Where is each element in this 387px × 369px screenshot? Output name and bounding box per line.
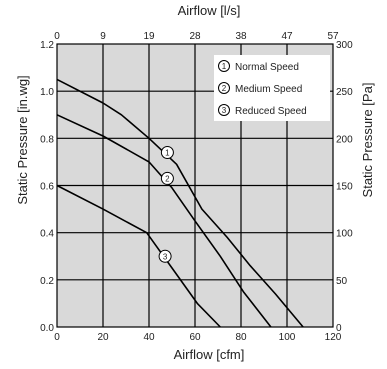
y-left-tick-label: 0.2 (40, 276, 54, 287)
y-right-tick-label: 0 (336, 323, 342, 334)
y-axis-left-title: Static Pressure [in.wg] (15, 75, 30, 204)
legend-box (214, 55, 330, 121)
curve-line-3 (56, 184, 221, 328)
y-left-tick-label: 1.0 (40, 87, 54, 98)
legend-marker (218, 104, 230, 116)
curve-marker-label: 1 (165, 148, 170, 157)
x-bottom-tick-label: 80 (235, 332, 247, 343)
curve-marker-label: 2 (165, 174, 170, 183)
x-top-tick-label: 57 (327, 31, 339, 42)
y-right-tick-label: 150 (336, 182, 353, 193)
legend-marker (218, 60, 230, 72)
curve-marker-3 (158, 249, 172, 263)
x-top-tick-label: 19 (143, 31, 155, 42)
curve-marker-label: 3 (163, 252, 168, 261)
legend-entry-label: Medium Speed (235, 84, 302, 95)
x-top-tick-label: 28 (189, 31, 201, 42)
y-left-tick-label: 1.2 (40, 40, 54, 51)
y-left-tick-label: 0.4 (40, 229, 54, 240)
curve-line-1 (56, 78, 304, 328)
y-right-tick-label: 250 (336, 87, 353, 98)
x-bottom-tick-label: 40 (143, 332, 155, 343)
curve-marker-2 (160, 171, 174, 185)
x-axis-top-title: Airflow [l/s] (178, 3, 241, 18)
legend-entry-label: Reduced Speed (235, 106, 307, 117)
x-top-tick-label: 9 (100, 31, 106, 42)
y-right-tick-label: 50 (336, 276, 348, 287)
y-left-tick-label: 0.6 (40, 182, 54, 193)
x-top-tick-label: 38 (235, 31, 247, 42)
y-left-tick-label: 0.0 (40, 323, 54, 334)
legend-marker (218, 82, 230, 94)
y-left-tick-label: 0.8 (40, 134, 54, 145)
x-axis-bottom-title: Airflow [cfm] (174, 347, 245, 362)
legend-marker-label: 3 (222, 106, 227, 115)
curve-marker-1 (160, 145, 174, 159)
legend-marker-label: 1 (222, 62, 227, 71)
x-bottom-tick-label: 0 (54, 332, 60, 343)
x-top-tick-label: 47 (281, 31, 293, 42)
curves: 1 2 3 (56, 78, 304, 328)
legend: 1 Normal Speed 2 Medium Speed 3 Reduced Speed (214, 55, 330, 121)
x-bottom-tick-label: 100 (279, 332, 296, 343)
legend-entry-label: Normal Speed (235, 62, 299, 73)
y-right-tick-label: 100 (336, 229, 353, 240)
x-bottom-tick-label: 120 (325, 332, 342, 343)
y-right-tick-label: 200 (336, 134, 353, 145)
legend-marker-label: 2 (222, 84, 227, 93)
x-bottom-tick-label: 60 (189, 332, 201, 343)
grid-lines (57, 44, 333, 327)
x-top-tick-label: 0 (54, 31, 60, 42)
y-right-tick-label: 300 (336, 40, 353, 51)
x-bottom-tick-label: 20 (97, 332, 109, 343)
y-axis-right-title: Static Pressure [Pa] (360, 83, 375, 198)
curve-line-2 (56, 114, 272, 328)
